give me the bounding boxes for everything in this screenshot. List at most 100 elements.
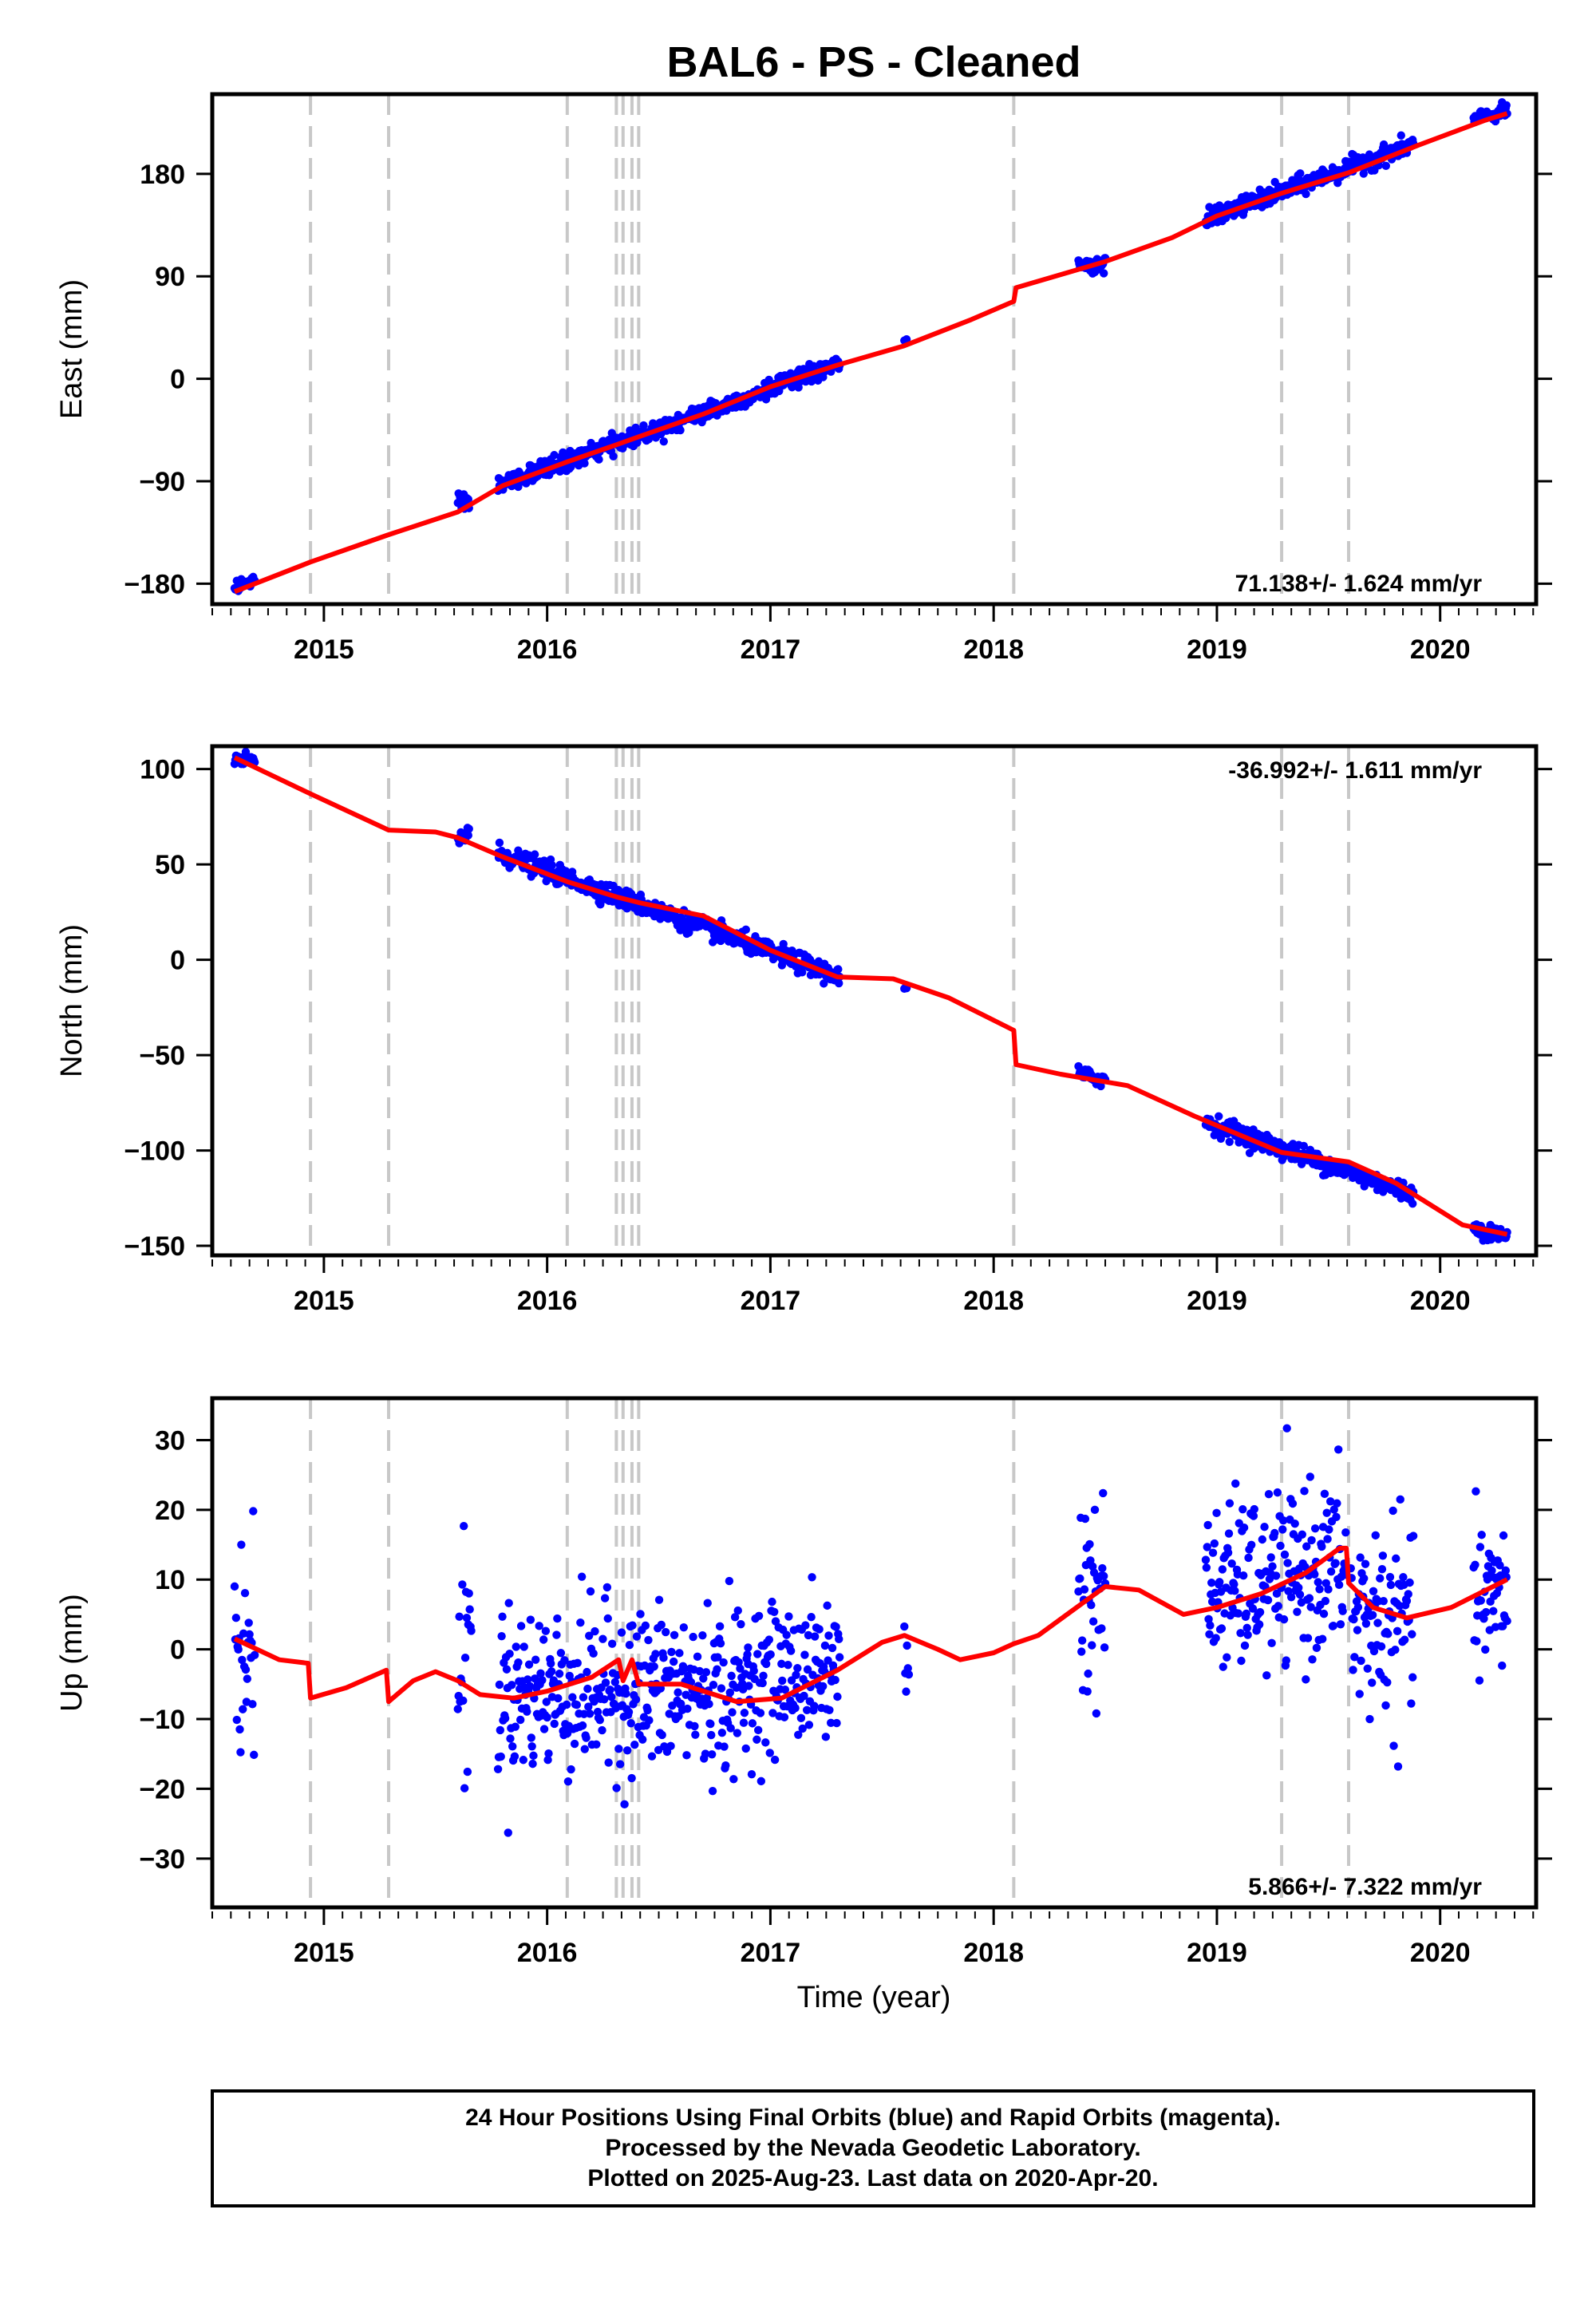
observation-point xyxy=(1320,1489,1329,1499)
observation-point xyxy=(834,965,843,974)
y-tick-label: −150 xyxy=(124,1231,185,1262)
observation-point xyxy=(1325,1525,1333,1534)
observation-point xyxy=(585,1709,595,1718)
y-axis: −180 −90 0 90 180 xyxy=(124,160,1552,599)
observation-point xyxy=(455,1612,464,1621)
observation-point xyxy=(766,1650,775,1659)
observation-point xyxy=(239,1705,247,1713)
observation-point xyxy=(693,1652,702,1662)
observation-point xyxy=(1317,1542,1326,1551)
observation-point xyxy=(645,1716,654,1725)
observation-point xyxy=(580,459,589,468)
observation-point xyxy=(502,1665,512,1674)
y-tick-label: 10 xyxy=(155,1565,185,1595)
observation-point xyxy=(625,1640,634,1650)
observation-point xyxy=(1238,1504,1247,1514)
observation-point xyxy=(1396,131,1405,140)
observation-point xyxy=(578,1721,587,1730)
observation-point xyxy=(1349,1614,1358,1624)
observation-point xyxy=(238,1655,247,1665)
observation-point xyxy=(1323,1535,1332,1543)
observation-point xyxy=(598,1725,606,1735)
observation-point xyxy=(1405,1578,1414,1587)
observation-point xyxy=(596,900,605,909)
observation-point xyxy=(1263,1595,1273,1605)
observation-point xyxy=(670,1630,679,1639)
observation-point xyxy=(527,1733,535,1742)
observation-point xyxy=(510,1752,519,1761)
observation-point xyxy=(900,1622,909,1631)
observation-point xyxy=(601,1678,610,1687)
observation-point xyxy=(626,1719,635,1728)
observation-point xyxy=(1495,1561,1504,1570)
observation-point xyxy=(726,1724,735,1733)
observation-point xyxy=(1361,1559,1370,1568)
x-tick-label: 2019 xyxy=(1187,634,1247,665)
observation-point xyxy=(553,1614,562,1623)
observation-point xyxy=(1393,1762,1403,1771)
observation-point xyxy=(1283,1559,1292,1567)
observation-point xyxy=(1231,1587,1239,1595)
chart-title: BAL6 - PS - Cleaned xyxy=(666,38,1080,86)
observation-point xyxy=(1334,1580,1344,1590)
observation-point xyxy=(1276,1541,1285,1551)
observation-point xyxy=(730,1613,740,1622)
observation-point xyxy=(1319,1609,1329,1618)
observation-point xyxy=(1239,1523,1249,1532)
observation-point xyxy=(530,850,539,859)
observation-point xyxy=(1365,1714,1374,1724)
observation-point xyxy=(1378,1551,1388,1560)
rate-annotation: -36.992+/- 1.611 mm/yr xyxy=(1228,757,1482,784)
y-tick-label: −30 xyxy=(139,1844,185,1875)
observation-point xyxy=(1250,1504,1259,1514)
observation-point xyxy=(798,1724,807,1733)
observation-point xyxy=(804,1630,813,1640)
observation-point xyxy=(706,1719,715,1729)
observation-point xyxy=(543,1755,552,1765)
observation-point xyxy=(1302,1675,1310,1684)
observation-point xyxy=(529,1751,538,1761)
observation-point xyxy=(797,968,807,977)
observation-point xyxy=(1223,1548,1233,1557)
observation-point xyxy=(1487,1566,1496,1575)
observation-point xyxy=(1238,1571,1248,1580)
observation-point xyxy=(1408,1531,1418,1540)
rate-annotation: 71.138+/- 1.624 mm/yr xyxy=(1235,571,1483,597)
observation-point xyxy=(514,1658,523,1667)
observation-point xyxy=(832,1718,841,1728)
observation-point xyxy=(514,846,523,855)
observation-point xyxy=(800,1691,808,1701)
observation-point xyxy=(725,1688,734,1697)
observation-point xyxy=(682,1751,691,1760)
observation-point xyxy=(1212,1508,1221,1518)
observation-point xyxy=(1295,1590,1305,1599)
observation-point xyxy=(737,1619,745,1629)
observation-point xyxy=(823,1601,832,1611)
observation-point xyxy=(526,1615,535,1624)
observation-point xyxy=(1096,1081,1105,1091)
observation-point xyxy=(1399,1573,1408,1582)
observation-point xyxy=(525,1682,535,1690)
observation-point xyxy=(497,1631,506,1641)
observation-point xyxy=(1371,1531,1380,1540)
observation-point xyxy=(495,838,504,848)
observation-point xyxy=(1208,1548,1218,1557)
observation-point xyxy=(709,1681,718,1690)
observation-point xyxy=(699,1674,708,1683)
x-tick-label: 2020 xyxy=(1410,1286,1471,1316)
observation-point xyxy=(1303,1634,1313,1642)
observation-point xyxy=(759,1671,768,1681)
observation-point xyxy=(547,1659,555,1668)
observation-point xyxy=(1404,1590,1412,1599)
observation-point xyxy=(237,1540,246,1549)
observation-point xyxy=(1477,1531,1486,1539)
model-line xyxy=(233,755,1508,1237)
observation-point xyxy=(650,1662,658,1671)
observation-point xyxy=(668,1701,677,1710)
observation-point xyxy=(701,1749,710,1758)
observation-point xyxy=(527,1742,536,1751)
observation-point xyxy=(716,1638,725,1648)
observation-point xyxy=(1389,1741,1398,1750)
x-axis: 2015 2016 2017 2018 2019 2020 xyxy=(211,604,1535,665)
observation-point xyxy=(1329,1505,1338,1514)
